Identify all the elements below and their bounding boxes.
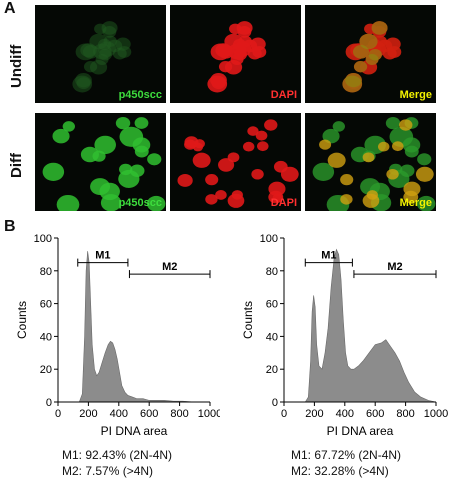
y-tick-label: 0 (272, 397, 278, 409)
stat-right-m2: M2: 32.28% (>4N) (291, 464, 389, 478)
x-tick-label: 800 (396, 408, 414, 420)
x-tick-label: 0 (55, 408, 61, 420)
micrograph-diff-merge: Merge (305, 113, 436, 211)
marker-m2-label: M2 (162, 261, 177, 273)
x-tick-label: 800 (170, 408, 188, 420)
micrograph-undiff-dapi: DAPI (170, 5, 301, 103)
x-tick-label: 1000 (198, 408, 220, 420)
y-tick-label: 20 (266, 364, 278, 376)
y-tick-label: 60 (266, 299, 278, 311)
stat-left-m2: M2: 7.57% (>4N) (62, 464, 154, 478)
micrograph-diff-dapi: DAPI (170, 113, 301, 211)
x-tick-label: 0 (281, 408, 287, 420)
y-tick-label: 80 (40, 266, 52, 278)
x-tick-label: 600 (140, 408, 158, 420)
x-tick-label: 400 (110, 408, 128, 420)
marker-m1-label: M1 (321, 250, 336, 262)
tile-label: DAPI (270, 89, 297, 101)
y-tick-label: 80 (266, 266, 278, 278)
y-tick-label: 60 (40, 299, 52, 311)
stat-left-m1: M1: 92.43% (2N-4N) (62, 448, 173, 462)
micrograph-diff-p450scc: p450scc (35, 113, 166, 211)
y-tick-label: 100 (34, 233, 52, 245)
row-label-undiff: Undiff (8, 44, 25, 88)
y-tick-label: 100 (260, 233, 278, 245)
micrograph-undiff-p450scc: p450scc (35, 5, 166, 103)
y-axis-label: Counts (15, 301, 29, 339)
histogram-area (78, 251, 210, 403)
micrograph-undiff-merge: Merge (305, 5, 436, 103)
x-tick-label: 200 (79, 408, 97, 420)
stat-right-m1: M1: 67.72% (2N-4N) (291, 448, 402, 462)
tile-label: Merge (399, 89, 432, 101)
tile-label: p450scc (118, 197, 162, 209)
marker-m2-label: M2 (387, 261, 402, 273)
tile-label: Merge (399, 197, 432, 209)
panel-a-letter: A (4, 0, 16, 17)
x-tick-label: 200 (305, 408, 323, 420)
x-tick-label: 600 (366, 408, 384, 420)
panel-b-letter: B (4, 218, 16, 235)
y-tick-label: 40 (266, 331, 278, 343)
row-label-diff: Diff (8, 153, 25, 178)
tile-label: DAPI (270, 197, 297, 209)
y-tick-label: 0 (46, 397, 52, 409)
marker-m1-label: M1 (95, 250, 110, 262)
x-tick-label: 400 (336, 408, 354, 420)
x-axis-label: PI DNA area (327, 424, 394, 438)
y-tick-label: 40 (40, 331, 52, 343)
x-tick-label: 1000 (424, 408, 448, 420)
x-axis-label: PI DNA area (101, 424, 168, 438)
tile-label: p450scc (118, 89, 162, 101)
histogram-area (304, 248, 437, 403)
y-tick-label: 20 (40, 364, 52, 376)
y-axis-label: Counts (241, 301, 255, 339)
